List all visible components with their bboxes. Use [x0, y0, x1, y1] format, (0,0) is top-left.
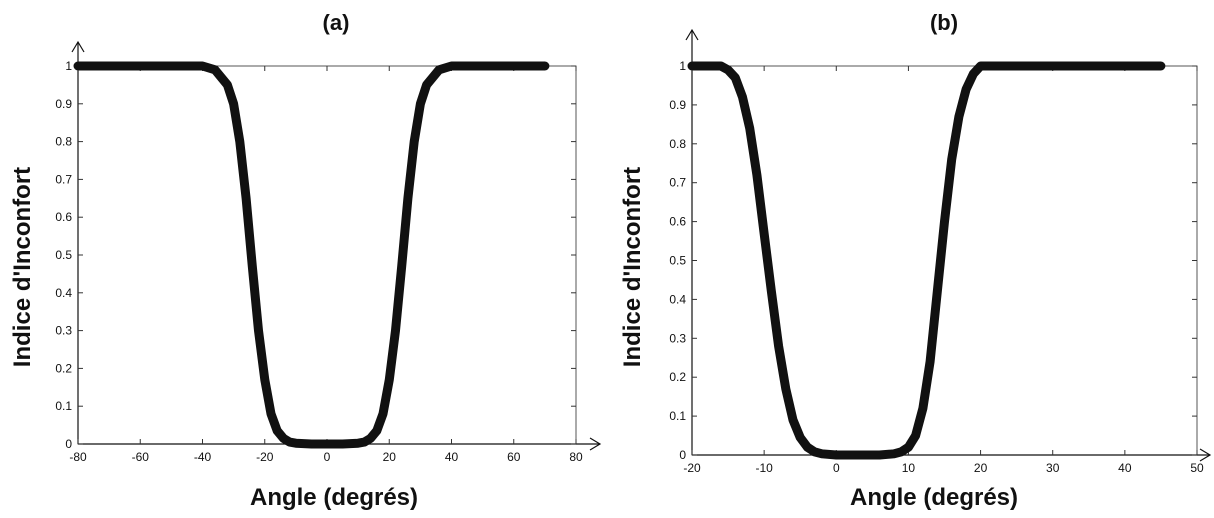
y-tick-label: 0 — [65, 437, 72, 451]
y-tick-label: 0.3 — [55, 324, 72, 338]
y-tick-label: 0.7 — [669, 176, 686, 190]
y-tick-label: 0.4 — [669, 292, 686, 306]
x-tick-label: 10 — [902, 461, 916, 475]
y-tick-label: 0.4 — [55, 286, 72, 300]
y-tick-label: 0.8 — [55, 135, 72, 149]
y-axis-arrow-icon — [71, 40, 85, 53]
x-tick-label: -60 — [132, 450, 150, 464]
y-tick-label: 0.9 — [55, 97, 72, 111]
panel-title: (b) — [930, 10, 958, 35]
y-tick-label: 0.8 — [669, 137, 686, 151]
panel-a-chart: -80 -60 -40 -20 0 20 40 60 80 0 0.1 0.2 0.3 0.4 0.5 0.6… — [9, 10, 602, 511]
x-tick-label: -20 — [683, 461, 701, 475]
x-tick-label: 50 — [1190, 461, 1204, 475]
plot-frame — [77, 65, 577, 445]
y-tick-label: 0.5 — [55, 248, 72, 262]
x-axis-arrow-icon — [589, 437, 602, 451]
y-tick-label: 0.6 — [669, 215, 686, 229]
x-tick-label: -10 — [755, 461, 773, 475]
x-tick-label: 0 — [324, 450, 331, 464]
x-tick-label: -80 — [69, 450, 87, 464]
x-tick-label: 0 — [833, 461, 840, 475]
y-tick-label: 0 — [679, 448, 686, 462]
y-tick-label: 0.5 — [669, 254, 686, 268]
y-tick-label: 0.2 — [55, 361, 72, 375]
x-tick-label: 80 — [569, 450, 583, 464]
x-tick-label: -40 — [194, 450, 212, 464]
x-axis-arrow-icon — [1199, 448, 1212, 462]
y-tick-label: 0.6 — [55, 210, 72, 224]
panel-b-chart: -20 -10 0 10 20 30 40 50 0 0.1 0.2 0.3 0.4 0.5 0.6 0.7 0… — [619, 10, 1212, 511]
x-tick-label: 30 — [1046, 461, 1060, 475]
y-tick-label: 0.9 — [669, 98, 686, 112]
x-tick-label: 20 — [974, 461, 988, 475]
x-tick-label: -20 — [256, 450, 274, 464]
x-tick-label: 60 — [507, 450, 521, 464]
y-tick-label: 1 — [65, 59, 72, 73]
y-tick-label: 0.7 — [55, 172, 72, 186]
x-axis-label: Angle (degrés) — [850, 484, 1018, 511]
y-tick-label: 0.1 — [55, 399, 72, 413]
series-line — [687, 61, 1166, 460]
x-tick-label: 20 — [383, 450, 397, 464]
x-tick-label: 40 — [1118, 461, 1132, 475]
y-tick-label: 1 — [679, 59, 686, 73]
y-tick-label: 0.2 — [669, 370, 686, 384]
x-tick-label: 40 — [445, 450, 459, 464]
y-tick-label: 0.1 — [669, 409, 686, 423]
x-axis-label: Angle (degrés) — [250, 484, 418, 511]
y-axis-label: Indice d'Inconfort — [619, 167, 646, 367]
panel-title: (a) — [323, 10, 350, 35]
y-axis-arrow-icon — [685, 28, 699, 41]
y-axis-label: Indice d'Inconfort — [9, 167, 36, 367]
series-line — [73, 61, 550, 449]
y-tick-label: 0.3 — [669, 331, 686, 345]
